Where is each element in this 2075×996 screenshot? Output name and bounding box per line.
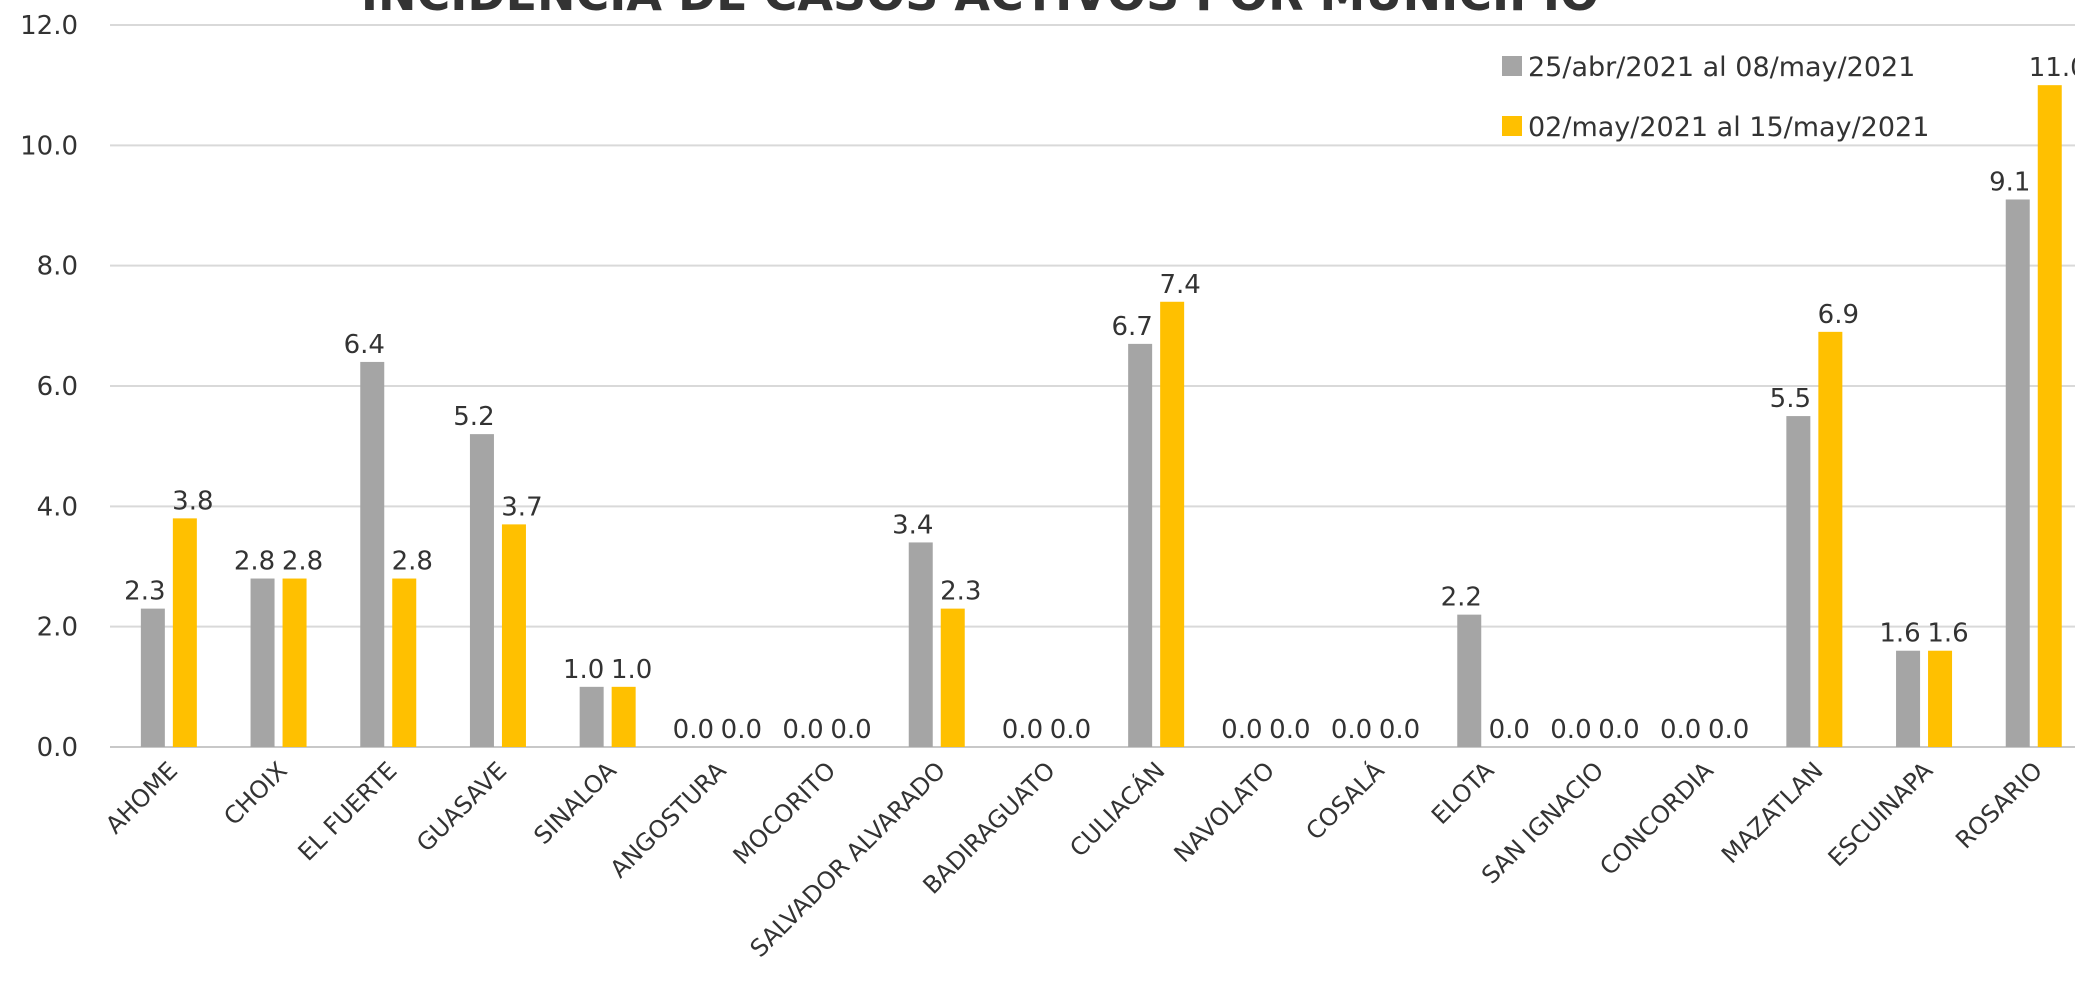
data-label: 0.0	[1050, 715, 1091, 745]
data-label: 1.6	[1927, 619, 1968, 649]
bar	[172, 518, 197, 747]
x-tick-label: ROSARIO	[1950, 756, 2048, 854]
x-tick-label: MOCORITO	[728, 756, 842, 870]
data-labels: 2.33.82.8 2.86.42.85.23.71.0 1.00.0 0.0 0.0 0…	[124, 53, 2075, 745]
data-label: 3.7	[501, 492, 542, 522]
data-label: 2.8	[392, 547, 433, 577]
data-label: 0.0	[1550, 715, 1591, 745]
data-label: 0.0	[782, 715, 823, 745]
data-label: 11.0	[2029, 53, 2075, 83]
bar	[1786, 416, 1811, 747]
bar	[469, 434, 494, 747]
bar	[1928, 650, 1953, 747]
bar	[1160, 301, 1185, 747]
x-tick-label: COSALÁ	[1300, 755, 1390, 845]
data-label: 0.0	[1002, 715, 1043, 745]
legend-swatch	[1502, 56, 1522, 76]
bar	[579, 686, 604, 747]
bar	[908, 542, 933, 747]
bar	[282, 578, 307, 747]
data-label: 7.4	[1159, 270, 1200, 300]
y-tick-label: 6.0	[37, 372, 78, 402]
bar	[611, 686, 636, 747]
bar	[392, 578, 417, 747]
data-label: 1.6	[1879, 619, 1920, 649]
data-label: 5.2	[453, 402, 494, 432]
x-tick-label: SALVADOR ALVARADO	[745, 756, 951, 962]
data-label: 2.2	[1441, 583, 1482, 613]
data-label: 6.7	[1111, 312, 1152, 342]
data-label: 2.3	[124, 577, 165, 607]
x-tick-label: NAVOLATO	[1169, 756, 1281, 868]
data-label: 0.0	[1598, 715, 1639, 745]
legend: 25/abr/2021 al 08/may/2021 02/may/2021 al…	[1502, 52, 1929, 143]
x-tick-label: CONCORDIA	[1595, 756, 1720, 881]
bars	[140, 85, 2062, 747]
data-label: 0.0	[1489, 715, 1530, 745]
x-tick-label: GUASAVE	[411, 756, 512, 857]
bar	[1457, 614, 1482, 747]
data-label: 0.0	[721, 715, 762, 745]
data-label: 0.0	[1379, 715, 1420, 745]
y-tick-label: 0.0	[37, 733, 78, 763]
y-tick-label: 2.0	[37, 613, 78, 643]
data-label: 3.8	[172, 486, 213, 516]
y-tick-label: 4.0	[37, 492, 78, 522]
data-label: 6.9	[1818, 300, 1859, 330]
data-label: 0.0	[1660, 715, 1701, 745]
y-tick-label: 8.0	[37, 252, 78, 282]
data-label: 1.0	[563, 655, 604, 685]
data-label: 1.0	[611, 655, 652, 685]
x-tick-label: MAZATLAN	[1716, 756, 1828, 868]
x-tick-label: EL FUERTE	[293, 756, 403, 866]
bar	[2037, 85, 2062, 747]
bar	[140, 608, 165, 747]
bar	[940, 608, 965, 747]
y-axis: 0.0 2.0 4.0 6.0 8.0 10.0 12.0	[20, 11, 78, 763]
bar	[1128, 343, 1153, 747]
gridlines	[110, 24, 2075, 748]
data-label: 3.4	[892, 510, 933, 540]
data-label: 5.5	[1770, 384, 1811, 414]
x-tick-label: CULIACÁN	[1064, 756, 1171, 863]
y-tick-label: 12.0	[20, 11, 78, 41]
data-label: 6.4	[344, 330, 385, 360]
x-tick-label: ELOTA	[1426, 756, 1500, 830]
x-tick-label: CHOIX	[218, 756, 292, 830]
data-label: 2.3	[940, 577, 981, 607]
legend-label: 25/abr/2021 al 08/may/2021	[1528, 52, 1915, 83]
data-label: 9.1	[1989, 167, 2030, 197]
x-tick-label: ANGOSTURA	[605, 756, 732, 883]
data-label: 0.0	[830, 715, 871, 745]
data-label: 0.0	[1331, 715, 1372, 745]
bar	[250, 578, 275, 747]
bar	[501, 524, 526, 747]
x-tick-label: AHOME	[100, 756, 183, 839]
data-label: 0.0	[1708, 715, 1749, 745]
x-tick-label: SINALOA	[528, 756, 622, 850]
x-tick-label: ESCUINAPA	[1823, 756, 1939, 872]
legend-swatch	[1502, 116, 1522, 136]
data-label: 0.0	[1269, 715, 1310, 745]
data-label: 0.0	[1221, 715, 1262, 745]
bar	[2005, 199, 2030, 747]
bar	[360, 361, 385, 747]
bar	[1896, 650, 1921, 747]
chart-title: INCIDENCIA DE CASOS ACTIVOS POR MUNICIPI…	[361, 0, 1599, 21]
data-label: 0.0	[673, 715, 714, 745]
x-axis: AHOME CHOIX EL FUERTE GUASAVE SINALOAANGOSTU…	[100, 755, 2048, 962]
data-label: 2.8	[234, 547, 275, 577]
data-label: 2.8	[282, 547, 323, 577]
y-tick-label: 10.0	[20, 131, 78, 161]
legend-label: 02/may/2021 al 15/may/2021	[1528, 112, 1929, 143]
bar	[1818, 331, 1843, 747]
